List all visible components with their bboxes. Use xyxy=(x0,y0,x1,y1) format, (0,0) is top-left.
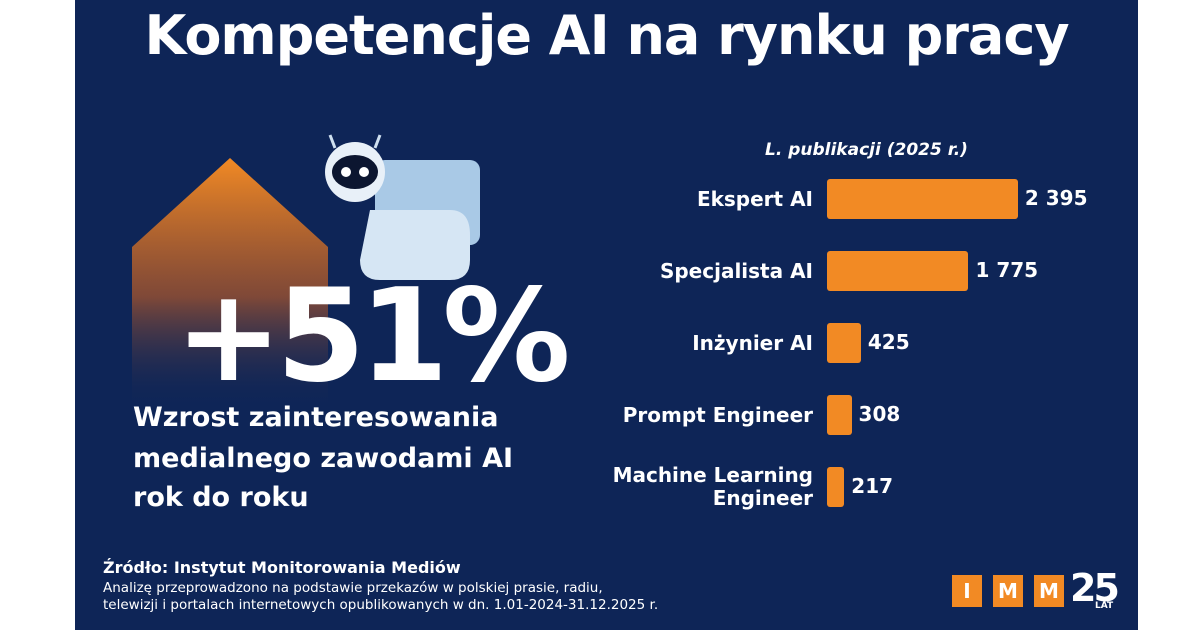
highlight-value: +51% xyxy=(175,262,571,411)
bar xyxy=(827,251,969,291)
title: Kompetencje AI na rynku pracy xyxy=(144,4,1069,67)
category-label: Prompt Engineer xyxy=(622,402,813,427)
logo-letter: M xyxy=(1034,575,1064,607)
logo-letter: M xyxy=(993,575,1023,607)
value-label: 308 xyxy=(858,402,901,426)
value-label: 1 775 xyxy=(975,258,1039,282)
bar xyxy=(827,467,845,507)
logo-years: 25 xyxy=(1070,566,1120,610)
value-label: 217 xyxy=(851,474,894,498)
note-line: Analizę przeprowadzono na podstawie prze… xyxy=(103,580,603,596)
category-label: Ekspert AI xyxy=(696,186,813,211)
caption-line: rok do roku xyxy=(133,482,309,513)
category-label: Specjalista AI xyxy=(659,258,813,283)
house-shape xyxy=(132,158,328,410)
caption-line: medialnego zawodami AI xyxy=(133,443,514,474)
logo-years-label: LAT xyxy=(1095,601,1114,611)
infographic: Kompetencje AI na rynku pracy +51% Wzros… xyxy=(75,0,1138,630)
bar xyxy=(827,179,1018,219)
bar xyxy=(827,395,852,435)
category-label: Inżynier AI xyxy=(692,330,813,355)
logo-letter: I xyxy=(952,575,982,607)
bar xyxy=(827,323,861,363)
value-label: 425 xyxy=(867,330,910,354)
robot-icon xyxy=(325,134,480,280)
caption-line: Wzrost zainteresowania xyxy=(133,402,499,433)
value-label: 2 395 xyxy=(1024,186,1088,210)
illustration xyxy=(132,134,480,410)
category-label: Machine Learning Engineer xyxy=(612,463,813,510)
source: Źródło: Instytut Monitorowania Mediów xyxy=(103,558,461,577)
note-line: telewizji i portalach internetowych opub… xyxy=(103,597,659,613)
axis-label: L. publikacji (2025 r.) xyxy=(765,140,968,160)
